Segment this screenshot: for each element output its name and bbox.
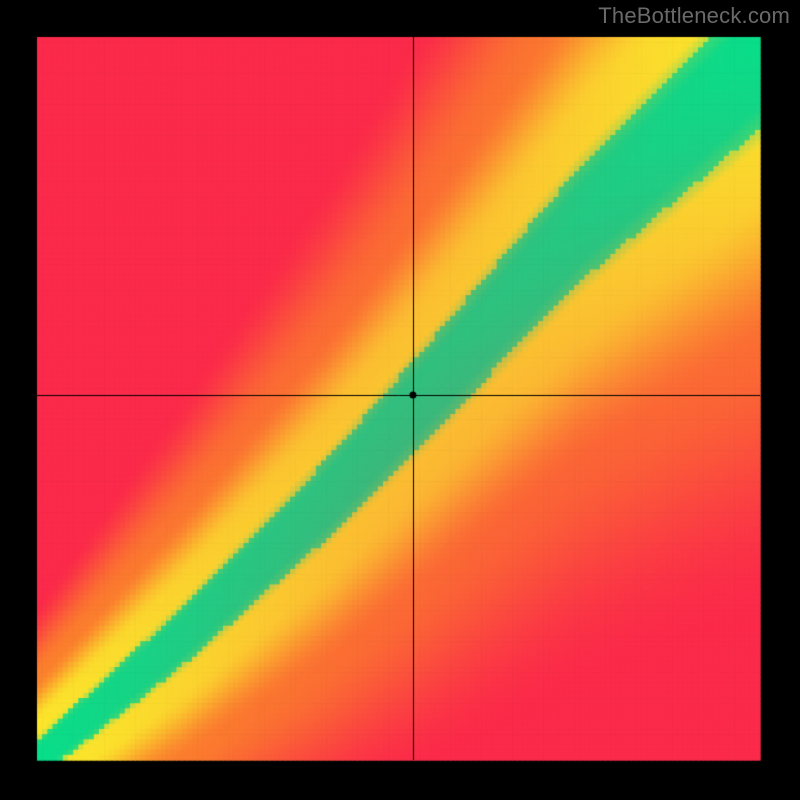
watermark-text: TheBottleneck.com	[598, 3, 790, 29]
bottleneck-heatmap	[0, 0, 800, 800]
chart-container: TheBottleneck.com	[0, 0, 800, 800]
